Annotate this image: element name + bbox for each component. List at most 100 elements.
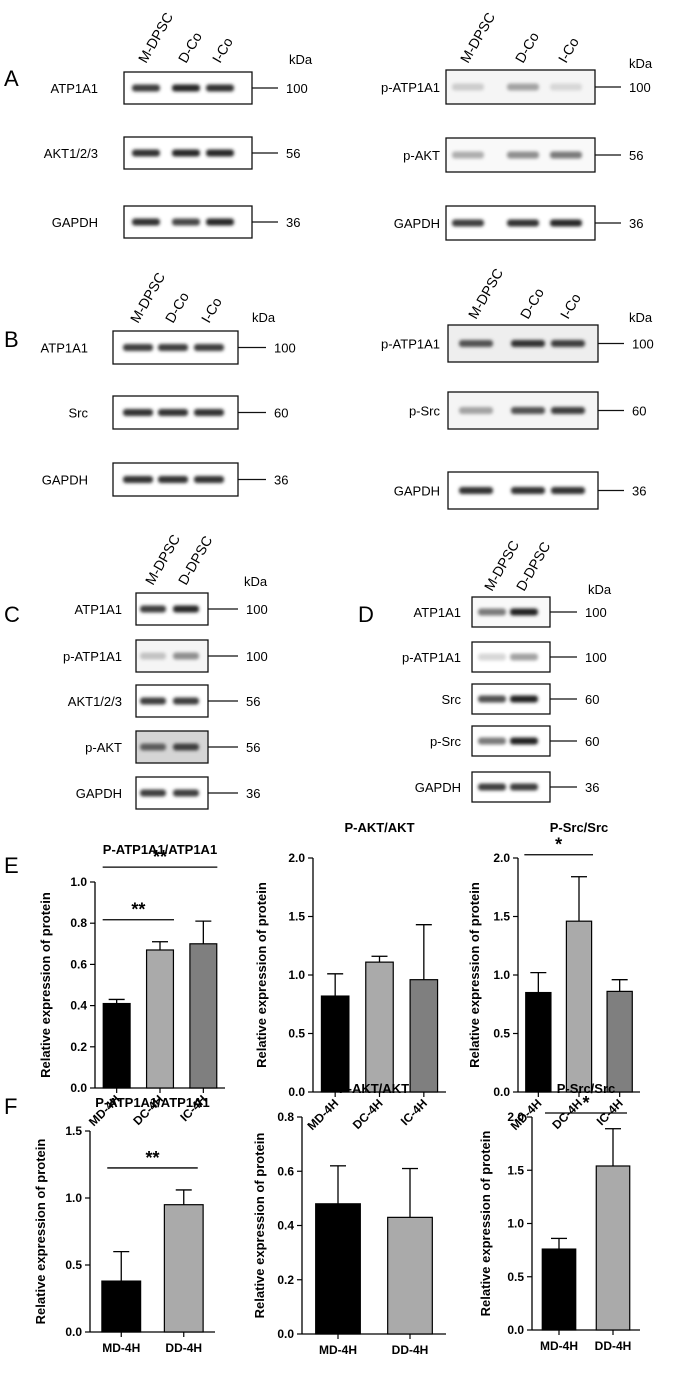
- kda-value: 100: [585, 650, 607, 665]
- bar-chart: P-ATP1A1/ATP1A1 Relative expression of pr…: [33, 1095, 215, 1355]
- protein-label: GAPDH: [52, 215, 98, 230]
- protein-band: [123, 476, 153, 483]
- chart-title: P-Src/Src: [550, 820, 609, 835]
- bar-chart: P-Src/Src Relative expression of protein 0…: [467, 820, 640, 1133]
- y-tick-label: 0.2: [277, 1273, 294, 1287]
- protein-band: [478, 653, 506, 661]
- protein-band: [507, 83, 539, 91]
- bar: [145, 949, 175, 1089]
- x-tick-label: IC-4H: [398, 1096, 430, 1128]
- protein-band: [478, 695, 506, 703]
- protein-label: GAPDH: [76, 786, 122, 801]
- kda-value: 36: [286, 215, 300, 230]
- y-axis-label: Relative expression of protein: [478, 1131, 493, 1317]
- protein-band: [132, 84, 160, 92]
- y-tick-label: 0.5: [65, 1258, 82, 1272]
- y-axis-label: Relative expression of protein: [33, 1139, 48, 1325]
- protein-label: p-Src: [409, 404, 441, 419]
- protein-label: GAPDH: [415, 780, 461, 795]
- protein-label: Src: [69, 406, 89, 421]
- protein-band: [510, 737, 538, 745]
- protein-label: GAPDH: [394, 484, 440, 499]
- kda-value: 100: [629, 80, 651, 95]
- y-tick-label: 0.0: [70, 1081, 87, 1095]
- x-tick-label: MD-4H: [305, 1096, 342, 1133]
- protein-band: [194, 344, 224, 351]
- panel-letter-f: F: [4, 1094, 17, 1119]
- significance-marker: **: [131, 900, 145, 920]
- y-tick-label: 0.0: [277, 1327, 294, 1341]
- x-tick-label: DD-4H: [595, 1339, 632, 1353]
- protein-label: Src: [442, 692, 462, 707]
- protein-band: [511, 487, 545, 494]
- x-tick-label: MD-4H: [102, 1341, 140, 1355]
- kda-value: 36: [246, 786, 260, 801]
- y-axis-label: Relative expression of protein: [38, 892, 53, 1078]
- lane-label: M-DPSC: [135, 10, 176, 66]
- protein-label: ATP1A1: [51, 81, 98, 96]
- x-tick-label: MD-4H: [540, 1339, 578, 1353]
- y-tick-label: 1.0: [493, 968, 510, 982]
- kda-value: 36: [585, 780, 599, 795]
- y-axis-label: Relative expression of protein: [467, 882, 482, 1068]
- kda-unit-label: kDa: [629, 310, 653, 325]
- protein-band: [132, 149, 160, 157]
- protein-band: [194, 476, 224, 483]
- protein-band: [173, 605, 199, 613]
- protein-band: [551, 487, 585, 494]
- y-tick-label: 2.0: [507, 1110, 524, 1124]
- protein-band: [452, 83, 484, 91]
- kda-value: 36: [629, 216, 643, 231]
- bar: [189, 943, 218, 1089]
- y-tick-label: 1.5: [507, 1163, 524, 1177]
- lane-label: I-Co: [198, 294, 225, 325]
- bar: [101, 1280, 142, 1333]
- bar-chart: P-Src/Src Relative expression of protein 0…: [478, 1081, 640, 1353]
- kda-value: 56: [286, 146, 300, 161]
- protein-band: [206, 218, 234, 226]
- protein-label: GAPDH: [42, 473, 88, 488]
- protein-band: [206, 84, 234, 92]
- y-tick-label: 0.6: [70, 957, 87, 971]
- protein-band: [511, 407, 545, 414]
- panel-letter-a: A: [4, 66, 19, 91]
- bar: [606, 990, 633, 1093]
- protein-band: [123, 344, 153, 351]
- kda-value: 56: [246, 740, 260, 755]
- y-tick-label: 0.0: [288, 1085, 305, 1099]
- protein-band: [478, 737, 506, 745]
- protein-band: [551, 407, 585, 414]
- y-tick-label: 1.5: [65, 1124, 82, 1138]
- bar: [595, 1165, 631, 1331]
- protein-label: p-Src: [430, 734, 462, 749]
- kda-value: 100: [246, 602, 268, 617]
- y-tick-label: 1.5: [288, 910, 305, 924]
- protein-band: [173, 789, 199, 797]
- western-blot-layer: M-DPSC D-Co I-Co kDa ATP1A1 100 AKT1/2/3 56 GAPD…: [41, 10, 654, 810]
- bar: [525, 991, 552, 1093]
- chart-title: P-ATP1A1/ATP1A1: [103, 842, 217, 857]
- bar-chart: P-ATP1A1/ATP1A1 Relative expression of pr…: [38, 842, 225, 1129]
- y-tick-label: 0.0: [507, 1323, 524, 1337]
- kda-unit-label: kDa: [629, 56, 653, 71]
- protein-band: [140, 652, 166, 660]
- chart-title: P-AKT/AKT: [344, 820, 414, 835]
- protein-band: [123, 409, 153, 416]
- kda-value: 36: [632, 484, 646, 499]
- bar: [163, 1204, 204, 1333]
- protein-label: p-ATP1A1: [381, 337, 440, 352]
- protein-band: [206, 149, 234, 157]
- protein-label: AKT1/2/3: [68, 694, 122, 709]
- kda-value: 56: [629, 148, 643, 163]
- lane-label: D-Co: [162, 289, 192, 325]
- bar-chart: P-AKT/AKT Relative expression of protein 0…: [252, 1081, 446, 1357]
- protein-band: [140, 789, 166, 797]
- x-tick-label: DD-4H: [392, 1343, 429, 1357]
- bar: [409, 979, 439, 1093]
- bar: [541, 1248, 577, 1331]
- chart-title: P-AKT/AKT: [339, 1081, 409, 1096]
